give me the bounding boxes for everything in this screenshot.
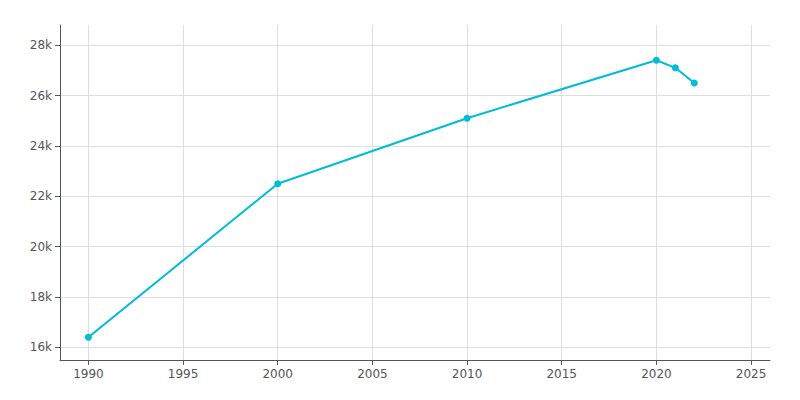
- svg-text:16k: 16k: [30, 340, 52, 354]
- svg-text:20k: 20k: [30, 240, 52, 254]
- svg-text:2020: 2020: [641, 367, 672, 381]
- svg-text:28k: 28k: [30, 38, 52, 52]
- svg-text:18k: 18k: [30, 290, 52, 304]
- svg-text:1995: 1995: [168, 367, 199, 381]
- svg-text:2005: 2005: [357, 367, 388, 381]
- svg-text:2025: 2025: [736, 367, 767, 381]
- svg-text:2010: 2010: [452, 367, 483, 381]
- svg-text:24k: 24k: [30, 139, 52, 153]
- svg-text:22k: 22k: [30, 189, 52, 203]
- svg-text:26k: 26k: [30, 89, 52, 103]
- svg-text:2015: 2015: [546, 367, 577, 381]
- svg-text:1990: 1990: [73, 367, 104, 381]
- svg-text:2000: 2000: [262, 367, 293, 381]
